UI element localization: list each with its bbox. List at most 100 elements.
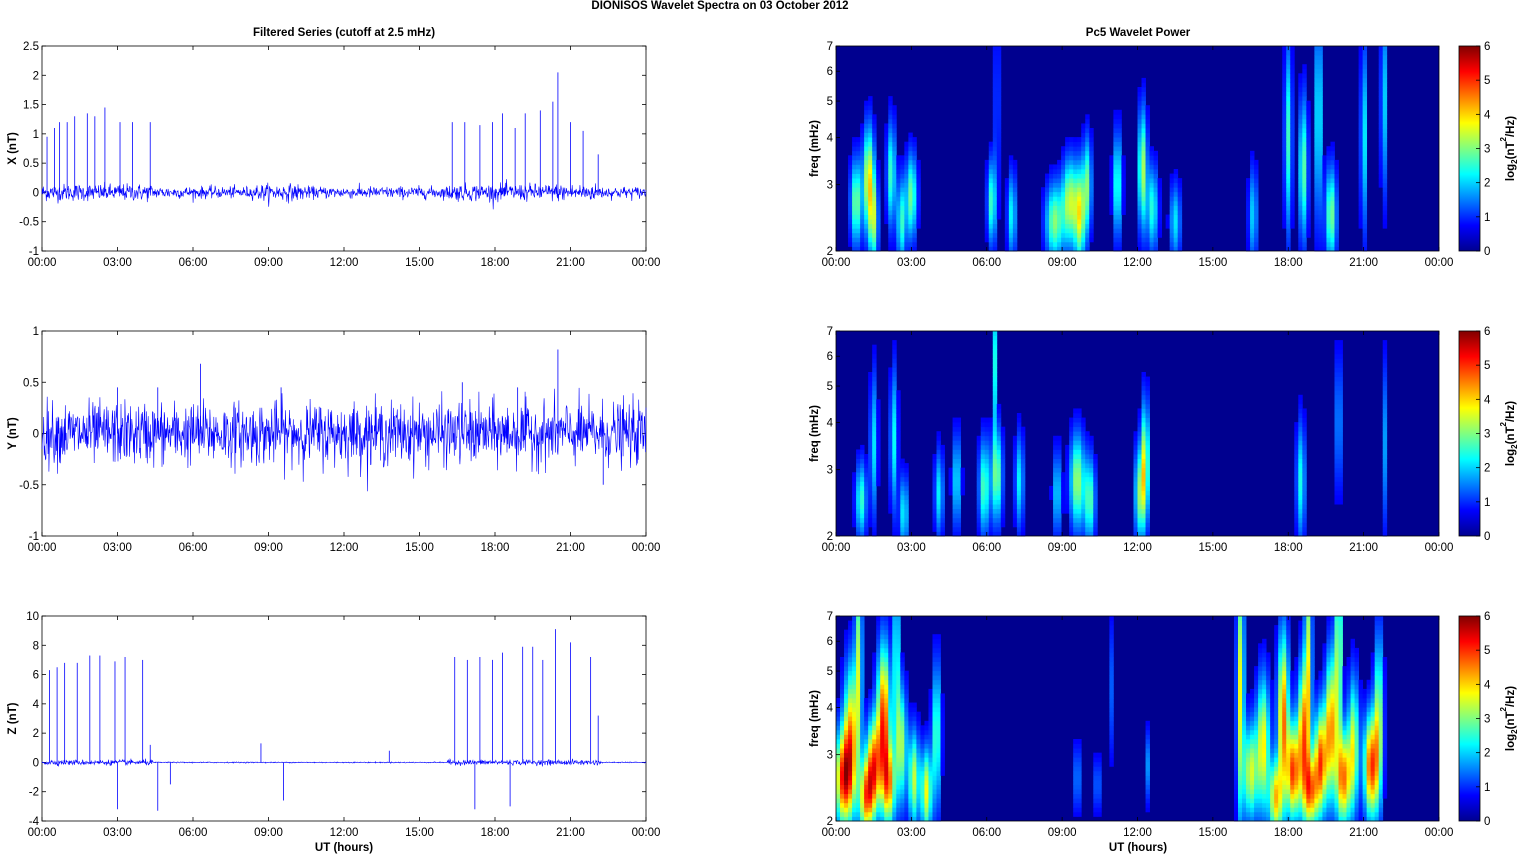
wavelet-panel-3-cell <box>940 720 945 726</box>
wavelet-panel-3-cell <box>860 802 865 808</box>
wavelet-panel-3-cell <box>904 707 909 713</box>
wavelet-panel-3-cell <box>1242 802 1247 808</box>
wavelet-panel-1-cell <box>996 191 1002 197</box>
wavelet-panel-3-cell <box>908 739 913 744</box>
wavelet-panel-3-cell <box>1258 720 1263 726</box>
wavelet-panel-1-cell <box>1330 173 1335 179</box>
wavelet-panel-2-cell <box>940 499 945 505</box>
wavelet-panel-3-cell <box>1109 752 1114 758</box>
wavelet-panel-3-cell <box>940 743 945 749</box>
wavelet-panel-3-cell <box>844 816 849 822</box>
wavelet-panel-1-cell <box>1330 210 1335 215</box>
wavelet-panel-2-cell <box>980 440 986 446</box>
wavelet-panel-1-cell <box>868 100 873 106</box>
wavelet-panel-1-cell <box>1041 205 1046 211</box>
wavelet-panel-2-cell <box>876 413 881 418</box>
wavelet-panel-3-cell <box>1274 757 1279 763</box>
wavelet-panel-2-cell <box>1294 431 1299 437</box>
wavelet-panel-2-cell <box>992 472 998 478</box>
wavelet-panel-1-cell <box>1302 132 1307 138</box>
wavelet-panel-1-cell <box>1061 150 1066 156</box>
wavelet-panel-1-cell <box>892 128 897 133</box>
wavelet-panel-3-cell <box>880 684 885 690</box>
wavelet-panel-1-cell <box>1362 196 1368 202</box>
wavelet-panel-2-cell <box>1020 526 1026 532</box>
wavelet-panel-1-cell <box>1282 214 1287 220</box>
wavelet-panel-1-cell <box>884 187 889 193</box>
wavelet-panel-2-cell <box>1081 449 1086 455</box>
wavelet-panel-2-cell <box>992 394 998 400</box>
wavelet-panel-1-cell <box>1314 150 1319 156</box>
wavelet-panel-1-cell <box>1282 50 1287 56</box>
wavelet-panel-3-cell <box>1274 698 1279 703</box>
wavelet-panel-3-cell <box>860 798 865 804</box>
wavelet-panel-3-cell <box>860 666 865 672</box>
wavelet-panel-3-cell <box>884 798 889 804</box>
wavelet-panel-2-cell <box>932 504 937 510</box>
wavelet-panel-1-cell <box>908 132 913 138</box>
wavelet-panel-1-cell <box>1073 232 1078 238</box>
wavelet-panel-3-cell <box>1109 702 1114 708</box>
wavelet-panel-1-cell <box>1109 159 1114 165</box>
wavelet-panel-1-cell <box>852 196 857 202</box>
wavelet-panel-1-cell <box>1077 228 1082 234</box>
wavelet-panel-1-cell <box>1298 228 1303 234</box>
wavelet-panel-1-cell <box>1149 241 1154 247</box>
wavelet-panel-1-cell <box>916 223 921 229</box>
wavelet-panel-1-cell <box>1378 96 1384 102</box>
wavelet-panel-1-cell <box>1065 155 1070 161</box>
wavelet-panel-3-cell <box>1242 711 1247 717</box>
wavelet-panel-3-cell <box>936 761 941 767</box>
wavelet-panel-2-cell <box>952 531 957 537</box>
wavelet-panel-1-cell <box>1250 214 1255 220</box>
wavelet-panel-2-cell <box>1069 449 1074 455</box>
wavelet-panel-2-cell <box>976 522 982 528</box>
wavelet-panel-3-cell <box>852 688 857 694</box>
wavelet-panel-3-cell <box>1238 711 1243 717</box>
wavelet-panel-2-cell <box>872 381 877 387</box>
wavelet-panel-2-cell <box>1020 513 1026 519</box>
wavelet-panel-3-cell <box>1274 634 1279 640</box>
wavelet-panel-3-cell <box>844 707 849 713</box>
wavelet-panel-3-cell <box>904 720 909 726</box>
wavelet-panel-2-cell <box>888 467 893 473</box>
wavelet-panel-1-cell <box>1008 164 1014 170</box>
wavelet-panel-2-cell <box>1057 504 1062 510</box>
wavelet-panel-3-cell <box>860 739 865 744</box>
wavelet-panel-2-cell <box>992 517 998 523</box>
wavelet-panel-2-cell <box>1057 440 1062 446</box>
wavelet-panel-1-cell <box>848 214 853 220</box>
wavelet-panel-2-cell <box>1141 435 1146 441</box>
wavelet-panel-3-cell <box>856 616 861 621</box>
wavelet-panel-2-cell <box>856 481 861 487</box>
wavelet-panel-3-cell <box>936 666 941 672</box>
wavelet-panel-3-cell <box>932 720 937 726</box>
wavelet-panel-2-cell <box>940 490 945 496</box>
wavelet-panel-2-cell <box>1145 490 1150 496</box>
series-panel-3-xtick-label: 00:00 <box>28 827 57 839</box>
wavelet-panel-1-cell <box>1286 191 1291 197</box>
wavelet-panel-3-cell <box>1266 688 1271 694</box>
wavelet-panel-1-cell <box>996 178 1002 184</box>
wavelet-panel-3-cell <box>908 766 913 772</box>
wavelet-panel-3-cell <box>848 693 853 699</box>
wavelet-panel-1-cell <box>908 246 913 252</box>
wavelet-panel-2-cell <box>980 472 986 478</box>
wavelet-panel-3-cell <box>920 789 925 795</box>
wavelet-panel-1-cell <box>916 164 921 170</box>
wavelet-panel-1-cell <box>984 173 990 179</box>
wavelet-panel-2-cell <box>904 485 909 491</box>
wavelet-panel-3-cell <box>884 811 889 817</box>
wavelet-panel-1-cell <box>1302 146 1307 152</box>
wavelet-panel-1-cell <box>868 200 873 206</box>
wavelet-panel-3-cell <box>888 666 893 672</box>
wavelet-panel-1-cell <box>1282 132 1287 138</box>
wavelet-panel-1-cell <box>1318 118 1323 124</box>
wavelet-panel-3-cell <box>848 679 853 685</box>
wavelet-panel-1-cell <box>904 150 909 156</box>
wavelet-panel-3-cell <box>896 725 901 731</box>
wavelet-panel-3-cell <box>848 638 853 644</box>
wavelet-panel-3-cell <box>888 616 893 621</box>
wavelet-panel-1-cell <box>864 109 869 115</box>
wavelet-panel-2-cell <box>1382 426 1388 432</box>
